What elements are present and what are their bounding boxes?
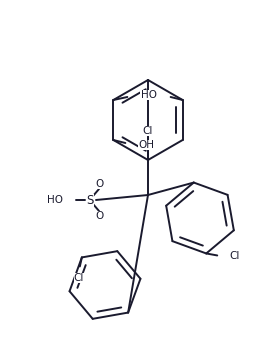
- Text: Cl: Cl: [229, 252, 240, 261]
- Text: O: O: [96, 211, 104, 221]
- Text: Cl: Cl: [140, 90, 151, 100]
- Text: HO: HO: [47, 195, 63, 205]
- Text: S: S: [86, 193, 94, 207]
- Text: Cl: Cl: [74, 273, 84, 284]
- Text: O: O: [96, 179, 104, 189]
- Text: OH: OH: [138, 140, 154, 150]
- Text: Cl: Cl: [143, 126, 153, 136]
- Text: HO: HO: [141, 90, 157, 100]
